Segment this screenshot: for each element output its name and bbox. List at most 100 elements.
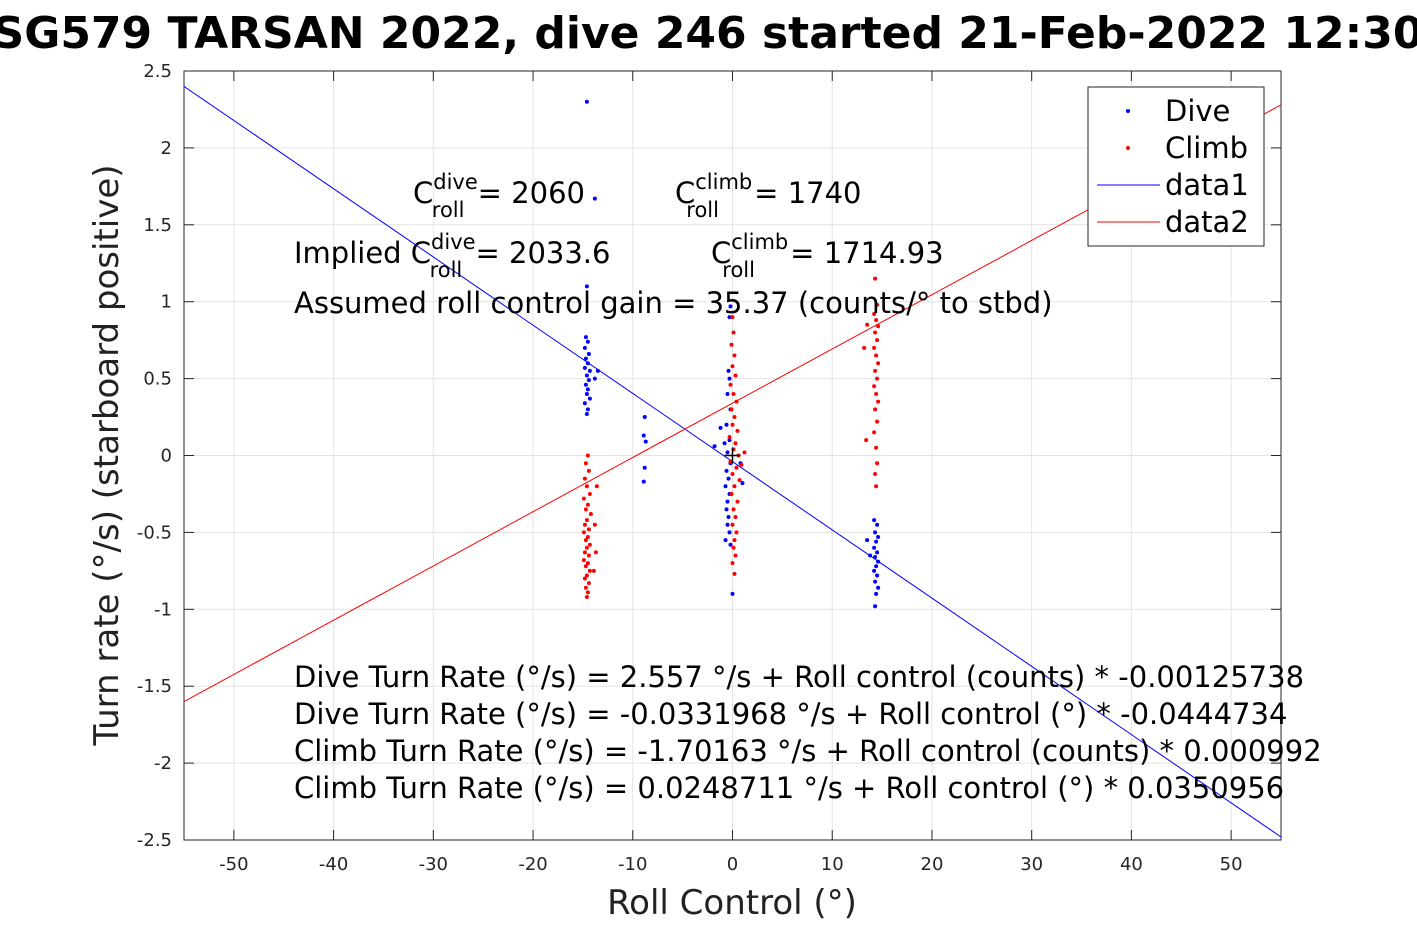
dive-point xyxy=(582,365,587,370)
y-tick-label: 2.5 xyxy=(143,61,172,82)
equation-2: Dive Turn Rate (°/s) = -0.0331968 °/s + … xyxy=(294,697,1287,731)
climb-point xyxy=(876,361,881,366)
implied-dive-annotation: Implied Cdive roll = 2033.6 xyxy=(294,230,610,282)
climb-point xyxy=(865,322,870,327)
x-tick-label: 30 xyxy=(1020,854,1043,875)
dive-point xyxy=(876,585,881,590)
climb-point xyxy=(875,338,880,343)
dive-point xyxy=(642,415,647,420)
climb-point xyxy=(593,550,598,555)
climb-point xyxy=(873,368,878,373)
climb-point xyxy=(585,453,590,458)
climb-point xyxy=(585,502,590,507)
y-tick-label: -1.5 xyxy=(137,676,172,697)
dive-point xyxy=(725,391,730,396)
x-tick-label: -30 xyxy=(419,854,448,875)
climb-point xyxy=(735,428,740,433)
climb-point xyxy=(873,471,878,476)
climb-point xyxy=(581,496,586,501)
dive-point xyxy=(874,539,879,544)
climb-point xyxy=(735,499,740,504)
climb-point xyxy=(732,484,737,489)
y-tick-label: -0.5 xyxy=(137,522,172,543)
climb-point xyxy=(729,342,734,347)
climb-point xyxy=(873,276,878,281)
climb-point xyxy=(594,484,599,489)
climb-point xyxy=(583,564,588,569)
dive-point xyxy=(875,573,880,578)
climb-point xyxy=(585,590,590,595)
dive-point xyxy=(643,439,648,444)
dive-point xyxy=(872,545,877,550)
climb-point xyxy=(586,581,591,586)
climb-point xyxy=(872,312,877,317)
x-tick-label: 40 xyxy=(1120,854,1143,875)
dive-point xyxy=(585,339,590,344)
dive-point xyxy=(586,378,591,383)
climb-point xyxy=(581,530,586,535)
dive-point xyxy=(641,479,646,484)
dive-point xyxy=(718,425,723,430)
dive-point xyxy=(582,401,587,406)
equation-3: Climb Turn Rate (°/s) = -1.70163 °/s + R… xyxy=(294,734,1322,768)
dive-point xyxy=(582,345,587,350)
climb-point xyxy=(584,594,589,599)
climb-point xyxy=(874,353,879,358)
dive-point xyxy=(727,438,732,443)
climb-point xyxy=(584,484,589,489)
climb-point xyxy=(730,422,735,427)
x-tick-label: 50 xyxy=(1220,854,1243,875)
climb-point xyxy=(585,561,590,566)
dive-point xyxy=(586,351,591,356)
dive-point xyxy=(642,465,647,470)
dive-point xyxy=(868,553,873,558)
climb-point xyxy=(587,491,592,496)
climb-point xyxy=(582,576,587,581)
y-tick-label: -1 xyxy=(154,599,172,620)
climb-point xyxy=(733,553,738,558)
implied-climb-annotation: Cclimb roll = 1714.93 xyxy=(711,230,944,282)
dive-point xyxy=(585,407,590,412)
dive-point xyxy=(875,550,880,555)
climb-point xyxy=(728,459,733,464)
y-tick-label: -2 xyxy=(154,753,172,774)
climb-point xyxy=(734,530,739,535)
legend-label-climb: Climb xyxy=(1165,131,1248,165)
c-dive-annotation: Cdive roll = 2060 xyxy=(413,170,585,222)
dive-point xyxy=(584,411,589,416)
climb-point xyxy=(731,391,736,396)
climb-point xyxy=(864,438,869,443)
dive-point xyxy=(876,535,881,540)
c-climb-annotation: Cclimb roll = 1740 xyxy=(675,170,862,222)
climb-point xyxy=(586,553,591,558)
climb-point xyxy=(876,324,881,329)
dive-point xyxy=(874,591,879,596)
dive-point xyxy=(725,499,730,504)
dive-point xyxy=(727,530,732,535)
dive-point xyxy=(584,373,589,378)
climb-point xyxy=(734,399,739,404)
climb-point xyxy=(591,568,596,573)
climb-point xyxy=(730,471,735,476)
dive-point xyxy=(595,368,600,373)
dive-point xyxy=(727,315,732,320)
climb-point xyxy=(583,585,588,590)
dive-point xyxy=(724,422,729,427)
climb-point xyxy=(586,527,591,532)
climb-point xyxy=(874,445,879,450)
climb-point xyxy=(730,315,735,320)
y-tick-label: 0.5 xyxy=(143,369,172,390)
dive-point xyxy=(641,433,646,438)
dive-point xyxy=(583,356,588,361)
dive-point xyxy=(592,376,597,381)
dive-point xyxy=(728,304,733,309)
climb-point xyxy=(587,568,592,573)
climb-point xyxy=(734,465,739,470)
x-tick-label: -40 xyxy=(319,854,348,875)
climb-point xyxy=(732,571,737,576)
climb-point xyxy=(583,507,588,512)
climb-point xyxy=(873,330,878,335)
x-axis-label: Roll Control (°) xyxy=(607,883,857,923)
climb-point xyxy=(731,330,736,335)
